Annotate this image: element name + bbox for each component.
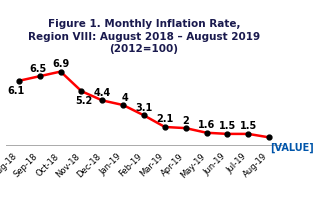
Text: 6.9: 6.9 bbox=[52, 59, 69, 69]
Text: 4: 4 bbox=[122, 93, 129, 102]
Text: [VALUE]: [VALUE] bbox=[270, 143, 314, 153]
Text: 4.4: 4.4 bbox=[94, 88, 111, 98]
Text: 2.1: 2.1 bbox=[156, 114, 173, 124]
Text: 1.6: 1.6 bbox=[198, 120, 215, 130]
Text: 6.1: 6.1 bbox=[7, 86, 24, 96]
Text: 6.5: 6.5 bbox=[29, 64, 46, 74]
Text: 3.1: 3.1 bbox=[135, 103, 153, 113]
Text: 5.2: 5.2 bbox=[75, 96, 92, 106]
Text: 1.5: 1.5 bbox=[240, 121, 257, 131]
Text: 2: 2 bbox=[182, 116, 189, 126]
Title: Figure 1. Monthly Inflation Rate,
Region VIII: August 2018 – August 2019
(2012=1: Figure 1. Monthly Inflation Rate, Region… bbox=[28, 19, 260, 54]
Text: 1.5: 1.5 bbox=[219, 121, 236, 131]
